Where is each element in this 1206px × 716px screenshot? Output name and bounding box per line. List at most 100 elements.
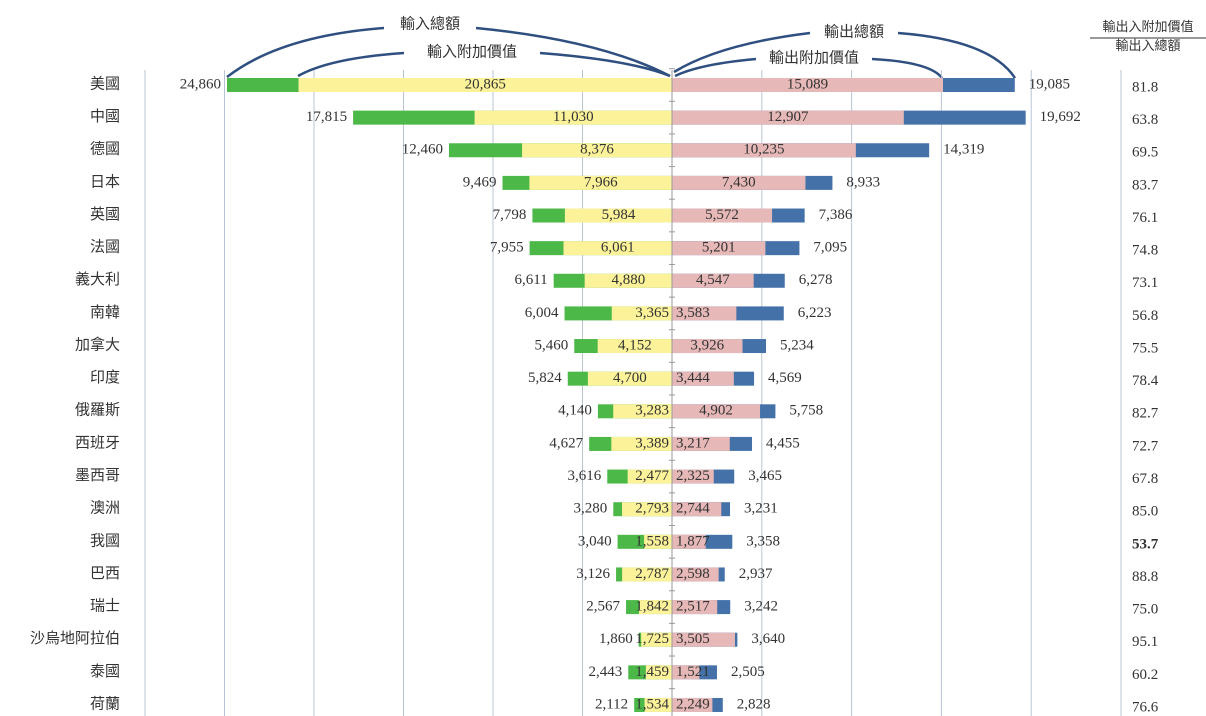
data-label: 7,798 [493,207,527,223]
ratio-label: 56.8 [1132,308,1158,324]
data-label: 11,030 [553,109,594,125]
data-label: 3,358 [746,533,780,549]
callout-line [897,31,1017,79]
bar [672,600,718,615]
data-label: 1,521 [676,664,710,680]
ratio-label: 72.7 [1132,438,1159,454]
category-label: 法國 [90,239,120,256]
bar [622,502,672,517]
data-label: 4,152 [618,337,652,353]
data-label: 24,860 [180,76,221,92]
data-label: 3,217 [676,435,710,451]
data-label: 8,933 [846,174,880,190]
data-label: 12,907 [767,109,809,125]
data-label: 1,558 [635,533,669,549]
data-label: 2,598 [676,566,710,582]
ratio-label: 73.1 [1132,275,1158,291]
data-label: 3,640 [751,631,785,647]
ratio-header: 輸出入總額 [1115,38,1180,53]
callouts [226,26,1017,79]
category-label: 我國 [90,532,120,549]
data-label: 15,089 [787,76,828,92]
data-label: 1,860 [599,631,633,647]
bar [611,436,672,451]
data-label: 4,547 [696,272,730,288]
bar [298,78,672,92]
bar [672,567,719,582]
bar [672,110,904,125]
data-label: 7,955 [490,240,524,256]
bar [564,208,672,223]
data-label: 7,386 [819,207,853,223]
data-label: 2,567 [586,599,620,615]
bar [613,404,672,419]
callout-line [226,26,385,78]
data-label: 12,460 [402,142,443,158]
data-label: 3,040 [578,533,612,549]
bar [639,600,672,615]
ratio-label: 75.0 [1132,602,1158,618]
ratio-label: 69.5 [1132,145,1158,161]
category-label: 澳洲 [90,500,120,517]
ratio-label: 81.8 [1132,79,1158,95]
bar [611,306,672,321]
data-label: 4,569 [768,370,802,386]
category-label: 西班牙 [75,434,120,451]
data-label: 2,249 [676,696,710,712]
callout-line [674,57,757,78]
data-label: 4,140 [558,403,592,419]
data-label: 8,376 [580,142,614,158]
bar [672,697,713,712]
data-label: 1,534 [635,696,669,712]
category-label: 日本 [90,173,120,190]
data-label: 6,611 [514,272,547,288]
ratio-label: 60.2 [1132,667,1158,683]
data-label: 6,223 [798,305,832,321]
ratio-label: 83.7 [1132,177,1159,193]
data-label: 2,828 [737,696,771,712]
ratio-label: 78.4 [1132,373,1159,389]
bar [672,469,714,484]
ratio-label: 82.7 [1132,406,1159,422]
data-label: 3,465 [748,468,782,484]
bar [563,241,672,256]
ratio-label: 63.8 [1132,112,1158,128]
data-label: 20,865 [465,76,506,92]
data-label: 2,517 [676,599,710,615]
category-label: 美國 [90,75,120,92]
bar [672,632,735,647]
data-label: 5,572 [705,207,739,223]
data-label: 14,319 [943,142,984,158]
callout-line [475,26,671,78]
bar [627,469,672,484]
category-label: 英國 [90,205,120,223]
data-label: 7,430 [722,174,756,190]
data-label: 3,389 [635,435,669,451]
bar [672,241,766,256]
bar [672,208,773,223]
data-label: 2,477 [635,468,669,484]
category-label: 泰國 [90,663,120,680]
annotation: 輸入總額 [400,14,460,32]
category-label: 俄羅斯 [75,402,120,419]
data-label: 5,460 [535,337,569,353]
ratio-label: 76.1 [1132,210,1158,226]
data-label: 2,787 [635,566,669,582]
data-label: 3,242 [744,599,778,615]
category-label: 墨西哥 [75,468,120,484]
bar [597,339,672,354]
bar [672,436,730,451]
callout-line [297,51,405,78]
category-label: 印度 [90,369,120,386]
bar [672,502,722,517]
ratio-label: 88.8 [1132,569,1158,585]
data-label: 5,824 [528,370,562,386]
data-label: 5,234 [780,337,814,353]
bar [672,371,734,386]
category-label: 瑞士 [90,598,120,615]
data-label: 3,616 [568,468,602,484]
bar [672,339,743,354]
bar [587,371,672,386]
data-label: 1,725 [635,631,669,647]
data-label: 3,126 [576,566,610,582]
